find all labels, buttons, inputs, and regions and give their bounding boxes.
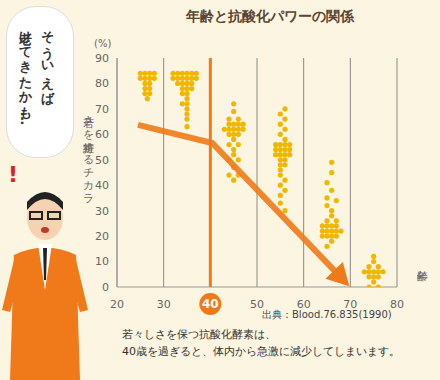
svg-text:20: 20 — [95, 230, 109, 243]
svg-text:40: 40 — [95, 179, 109, 192]
svg-text:0: 0 — [102, 281, 109, 294]
html-text:年齢と抗酸化パワーの関係: 年齢と抗酸化パワーの関係 — [186, 8, 354, 24]
svg-text:80: 80 — [95, 77, 109, 90]
svg-text:80: 80 — [390, 298, 404, 311]
html-text:そういえば: そういえば — [40, 22, 55, 97]
svg-text:60: 60 — [296, 298, 311, 311]
html-text:若々しさを保つ抗酸化酵素は、: 若々しさを保つ抗酸化酵素は、 — [122, 328, 276, 341]
svg-text:70: 70 — [95, 103, 109, 116]
svg-text:90: 90 — [95, 52, 109, 65]
svg-text:60: 60 — [95, 128, 109, 141]
html-text:老けてきたかも…: 老けてきたかも… — [18, 22, 33, 125]
svg-text:30: 30 — [157, 298, 171, 311]
html-text:出典：Blood.76.835(1990): 出典：Blood.76.835(1990) — [262, 309, 392, 320]
html-text:若さを維持するチカラ: 若さを維持するチカラ — [82, 108, 95, 199]
svg-text:50: 50 — [250, 298, 264, 311]
svg-text:50: 50 — [95, 154, 109, 167]
svg-text:10: 10 — [95, 255, 109, 268]
html-text:40歳を過ぎると、体内から急激に減少してしまいます。: 40歳を過ぎると、体内から急激に減少してしまいます。 — [122, 345, 400, 358]
svg-text:20: 20 — [110, 298, 124, 311]
svg-text:40: 40 — [202, 297, 219, 311]
svg-text:70: 70 — [343, 298, 358, 311]
svg-text:30: 30 — [95, 205, 109, 218]
